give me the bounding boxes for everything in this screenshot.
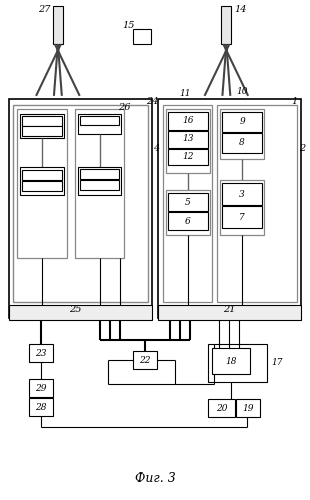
Text: 15: 15: [122, 21, 135, 30]
Text: 7: 7: [239, 212, 245, 222]
Text: Фиг. 3: Фиг. 3: [135, 472, 175, 485]
Bar: [168, 130, 207, 148]
Bar: [222, 184, 262, 205]
Bar: [22, 126, 62, 136]
Bar: [133, 352, 157, 370]
Bar: [222, 112, 262, 132]
Bar: [29, 380, 53, 397]
Bar: [168, 212, 207, 230]
Bar: [80, 180, 119, 190]
Text: 26: 26: [118, 104, 130, 112]
Bar: [166, 190, 210, 235]
Bar: [78, 114, 121, 134]
Text: 25: 25: [69, 305, 82, 314]
Text: 29: 29: [35, 384, 47, 392]
Text: 3: 3: [239, 190, 245, 199]
Bar: [133, 29, 151, 44]
Bar: [22, 170, 62, 180]
Bar: [220, 180, 264, 235]
Bar: [207, 344, 267, 383]
Bar: [22, 116, 62, 126]
Bar: [9, 304, 152, 320]
Text: 21: 21: [223, 305, 236, 314]
Bar: [78, 168, 121, 196]
Bar: [212, 348, 250, 374]
Bar: [75, 109, 124, 258]
Bar: [163, 105, 212, 302]
Bar: [22, 182, 62, 192]
Bar: [17, 109, 67, 258]
Bar: [168, 112, 207, 130]
Bar: [217, 105, 297, 302]
Text: 12: 12: [182, 152, 193, 161]
Bar: [168, 194, 207, 211]
Text: 9: 9: [239, 117, 245, 126]
Bar: [29, 344, 53, 362]
Bar: [80, 170, 119, 179]
Text: 5: 5: [185, 198, 191, 207]
Text: 20: 20: [216, 404, 227, 412]
Text: 8: 8: [239, 138, 245, 147]
Bar: [9, 99, 152, 318]
Bar: [53, 6, 63, 44]
Text: 11: 11: [179, 90, 190, 98]
Bar: [29, 398, 53, 416]
Text: 1: 1: [291, 98, 298, 106]
Bar: [13, 105, 148, 302]
Text: 14: 14: [234, 5, 246, 14]
Bar: [222, 206, 262, 228]
Text: 4: 4: [153, 144, 159, 153]
Text: 18: 18: [226, 357, 237, 366]
Bar: [20, 114, 64, 138]
Bar: [222, 132, 262, 152]
Bar: [236, 399, 260, 417]
Text: 23: 23: [35, 349, 47, 358]
Text: 24: 24: [146, 98, 159, 106]
Text: 6: 6: [185, 216, 191, 226]
Bar: [207, 399, 235, 417]
Bar: [158, 304, 301, 320]
Text: 28: 28: [35, 402, 47, 411]
Text: 2: 2: [299, 144, 305, 153]
Text: 17: 17: [271, 358, 282, 367]
Text: 19: 19: [242, 404, 254, 412]
Text: 22: 22: [139, 356, 151, 365]
Text: 27: 27: [38, 5, 50, 14]
Text: 13: 13: [182, 134, 193, 143]
Text: 16: 16: [182, 116, 193, 125]
Bar: [221, 6, 231, 44]
Bar: [220, 109, 264, 158]
Bar: [166, 109, 210, 174]
Bar: [158, 99, 301, 318]
Text: 10: 10: [237, 88, 248, 96]
Bar: [20, 168, 64, 196]
Bar: [168, 148, 207, 166]
Bar: [80, 116, 119, 124]
